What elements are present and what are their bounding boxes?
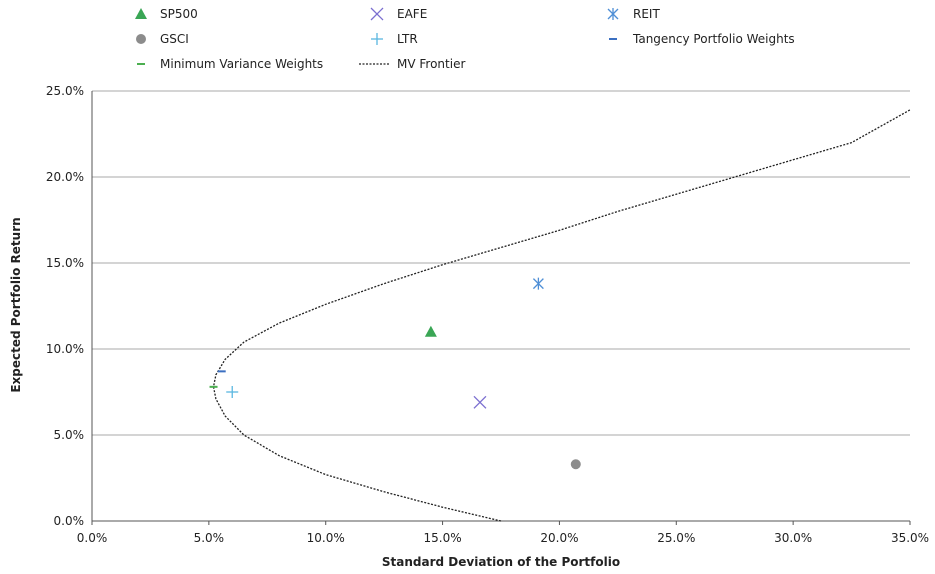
eafe-marker-b xyxy=(473,395,487,409)
reit-marker xyxy=(532,277,544,290)
ltr-marker xyxy=(226,386,239,398)
eafe-marker xyxy=(473,395,487,409)
legend-marker-gsci xyxy=(136,34,146,44)
legend-label-gsci: GSCI xyxy=(160,32,189,46)
ticks-group: 0.0% 5.0% 10.0% 15.0% 20.0% 25.0% 0.0% 5.0% 10.0… xyxy=(46,84,929,545)
y-tick-label: 10.0% xyxy=(46,342,84,356)
marks-group xyxy=(209,277,581,470)
axes xyxy=(91,91,910,522)
legend-marker-sp500 xyxy=(135,8,147,19)
y-axis-title: Expected Portfolio Return xyxy=(9,217,23,392)
y-tick-label: 15.0% xyxy=(46,256,84,270)
grid xyxy=(92,90,910,436)
x-axis-title: Standard Deviation of the Portfolio xyxy=(382,555,620,569)
x-tick-label: 30.0% xyxy=(774,531,812,545)
legend-marker-eafe-b xyxy=(370,7,384,21)
legend: SP500 EAFE REIT GSCI LTR Tangency Portfolio W… xyxy=(135,7,795,71)
sp500-marker xyxy=(424,325,437,337)
x-tick-label: 25.0% xyxy=(657,531,695,545)
legend-label-minimum-variance-weights: Minimum Variance Weights xyxy=(160,57,323,71)
legend-label-mv-frontier: MV Frontier xyxy=(397,57,465,71)
legend-marker-reit xyxy=(607,8,619,20)
y-tick-label: 5.0% xyxy=(54,428,85,442)
x-tick-label: 35.0% xyxy=(891,531,929,545)
y-tick-label: 0.0% xyxy=(54,514,85,528)
legend-marker-eafe xyxy=(370,7,384,21)
legend-label-eafe: EAFE xyxy=(397,7,427,21)
frontier-group xyxy=(212,109,911,522)
legend-label-sp500: SP500 xyxy=(160,7,198,21)
y-tick-label: 20.0% xyxy=(46,170,84,184)
x-tick-label: 20.0% xyxy=(540,531,578,545)
legend-marker-ltr xyxy=(371,33,383,45)
x-tick-label: 10.0% xyxy=(307,531,345,545)
x-tick-label: 0.0% xyxy=(77,531,108,545)
x-tick-label: 5.0% xyxy=(194,531,225,545)
legend-label-tangency-portfolio-weights: Tangency Portfolio Weights xyxy=(632,32,795,46)
gsci-marker xyxy=(570,459,581,470)
x-tick-label: 15.0% xyxy=(424,531,462,545)
mv-frontier-line xyxy=(212,109,911,522)
y-tick-label: 25.0% xyxy=(46,84,84,98)
legend-label-ltr: LTR xyxy=(397,32,418,46)
legend-label-reit: REIT xyxy=(633,7,660,21)
